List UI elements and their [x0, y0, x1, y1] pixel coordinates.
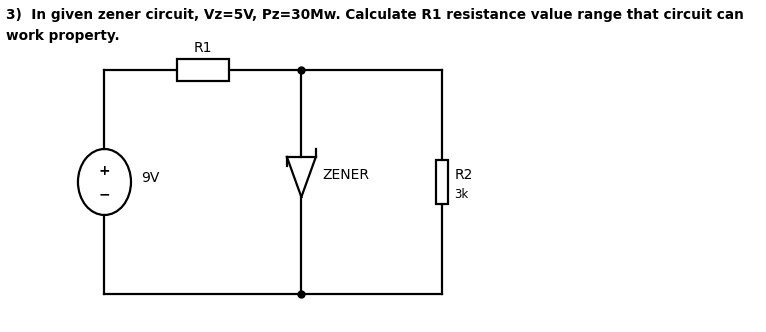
- Text: −: −: [99, 187, 110, 201]
- Text: work property.: work property.: [6, 29, 120, 43]
- Text: ZENER: ZENER: [322, 168, 369, 182]
- Text: +: +: [99, 164, 110, 178]
- Text: 3k: 3k: [454, 189, 469, 202]
- Text: 3)  In given zener circuit, Vz=5V, Pz=30Mw. Calculate R1 resistance value range : 3) In given zener circuit, Vz=5V, Pz=30M…: [6, 8, 745, 22]
- Text: R2: R2: [454, 168, 473, 182]
- Bar: [436, 160, 448, 204]
- Bar: [177, 59, 229, 81]
- Text: R1: R1: [194, 41, 212, 55]
- Text: 9V: 9V: [141, 171, 159, 185]
